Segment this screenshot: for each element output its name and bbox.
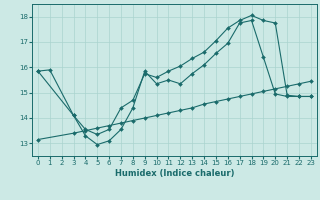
X-axis label: Humidex (Indice chaleur): Humidex (Indice chaleur): [115, 169, 234, 178]
